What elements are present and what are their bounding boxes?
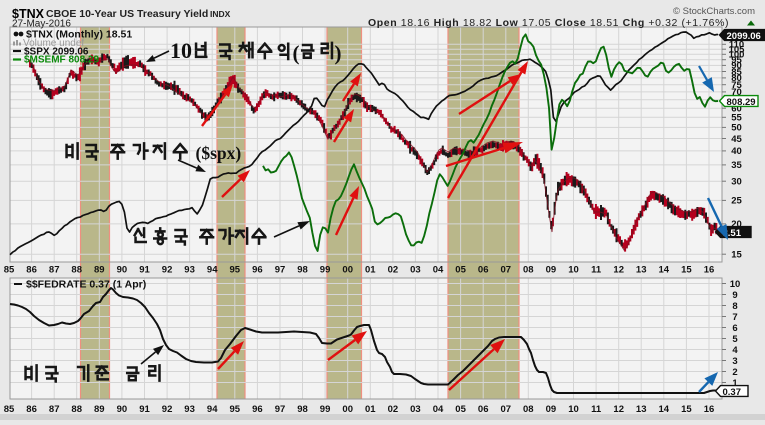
- svg-text:07: 07: [501, 404, 512, 415]
- svg-text:14: 14: [659, 265, 670, 276]
- svg-text:89: 89: [94, 404, 105, 415]
- svg-text:10: 10: [568, 404, 579, 415]
- svg-text:© StockCharts.com: © StockCharts.com: [673, 6, 755, 17]
- svg-text:03: 03: [410, 265, 421, 276]
- svg-text:04: 04: [433, 265, 444, 276]
- svg-text:03: 03: [410, 404, 421, 415]
- svg-text:16: 16: [704, 265, 715, 276]
- svg-text:93: 93: [184, 404, 195, 415]
- svg-text:10: 10: [170, 38, 192, 63]
- svg-text:30: 30: [731, 177, 742, 188]
- svg-text:14: 14: [659, 404, 670, 415]
- svg-text:7: 7: [732, 312, 737, 323]
- svg-text:40: 40: [731, 146, 742, 157]
- svg-text:0.37: 0.37: [723, 387, 742, 398]
- svg-text:25: 25: [731, 196, 742, 207]
- svg-text:86: 86: [26, 404, 37, 415]
- svg-text:(: (: [293, 41, 300, 65]
- svg-text:808.29: 808.29: [727, 97, 756, 108]
- svg-text:98: 98: [297, 265, 308, 276]
- svg-text:06: 06: [478, 404, 489, 415]
- svg-text:87: 87: [49, 404, 60, 415]
- svg-text:35: 35: [731, 160, 742, 171]
- svg-text:$$FEDRATE 0.37 (1 Apr): $$FEDRATE 0.37 (1 Apr): [26, 279, 146, 291]
- svg-text:92: 92: [162, 265, 173, 276]
- svg-text:50: 50: [731, 123, 742, 134]
- svg-text:6: 6: [732, 323, 737, 334]
- svg-text:04: 04: [433, 404, 444, 415]
- svg-text:96: 96: [252, 404, 263, 415]
- svg-text:5: 5: [732, 334, 738, 345]
- svg-text:99: 99: [320, 404, 331, 415]
- svg-text:00: 00: [342, 404, 353, 415]
- svg-text:98: 98: [297, 404, 308, 415]
- svg-text:93: 93: [184, 265, 195, 276]
- svg-text:08: 08: [523, 404, 534, 415]
- svg-text:13: 13: [636, 404, 647, 415]
- svg-text:95: 95: [230, 265, 241, 276]
- svg-text:87: 87: [49, 265, 60, 276]
- svg-text:8: 8: [732, 301, 737, 312]
- svg-text:10: 10: [730, 279, 741, 290]
- svg-text:90: 90: [117, 265, 128, 276]
- svg-text:08: 08: [523, 265, 534, 276]
- svg-text:4: 4: [732, 345, 738, 356]
- svg-text:94: 94: [207, 404, 218, 415]
- svg-text:11: 11: [591, 404, 602, 415]
- svg-text:97: 97: [275, 404, 286, 415]
- svg-text:85: 85: [4, 404, 15, 415]
- svg-text:15: 15: [731, 250, 742, 261]
- svg-text:97: 97: [275, 265, 286, 276]
- svg-text:07: 07: [501, 265, 512, 276]
- svg-text:02: 02: [388, 265, 399, 276]
- svg-text:91: 91: [139, 404, 150, 415]
- svg-text:01: 01: [365, 404, 376, 415]
- svg-text:45: 45: [731, 134, 742, 145]
- svg-text:09: 09: [546, 404, 557, 415]
- svg-text:9: 9: [732, 290, 737, 301]
- svg-text:06: 06: [478, 265, 489, 276]
- svg-text:09: 09: [546, 265, 557, 276]
- svg-text:2099.06: 2099.06: [727, 31, 761, 42]
- svg-text:91: 91: [139, 265, 150, 276]
- svg-text:12: 12: [613, 404, 624, 415]
- svg-text:15: 15: [681, 265, 692, 276]
- svg-text:96: 96: [252, 265, 263, 276]
- svg-text:10: 10: [568, 265, 579, 276]
- svg-text:05: 05: [455, 404, 466, 415]
- svg-text:11: 11: [591, 265, 602, 276]
- svg-text:13: 13: [636, 265, 647, 276]
- svg-text:$MSEMF 808.29: $MSEMF 808.29: [24, 55, 99, 66]
- svg-text:86: 86: [26, 265, 37, 276]
- svg-text:3: 3: [732, 356, 737, 367]
- svg-text:90: 90: [117, 404, 128, 415]
- svg-text:00: 00: [342, 265, 353, 276]
- svg-text:88: 88: [71, 404, 82, 415]
- svg-text:94: 94: [207, 265, 218, 276]
- svg-text:15: 15: [681, 404, 692, 415]
- svg-text:92: 92: [162, 404, 173, 415]
- svg-text:12: 12: [613, 265, 624, 276]
- svg-text:Open 18.16 High 18.82 Low 17.0: Open 18.16 High 18.82 Low 17.05 Close 18…: [368, 17, 733, 29]
- svg-text:02: 02: [388, 404, 399, 415]
- svg-text:INDX: INDX: [210, 9, 231, 19]
- svg-text:2: 2: [732, 367, 737, 378]
- svg-text:05: 05: [455, 265, 466, 276]
- svg-text:88: 88: [71, 265, 82, 276]
- svg-text:99: 99: [320, 265, 331, 276]
- svg-text:85: 85: [4, 265, 15, 276]
- svg-text:16: 16: [704, 404, 715, 415]
- svg-text:89: 89: [94, 265, 105, 276]
- svg-text:01: 01: [365, 265, 376, 276]
- svg-text:95: 95: [230, 404, 241, 415]
- svg-text:($spx): ($spx): [196, 143, 242, 163]
- svg-text:): ): [335, 41, 342, 65]
